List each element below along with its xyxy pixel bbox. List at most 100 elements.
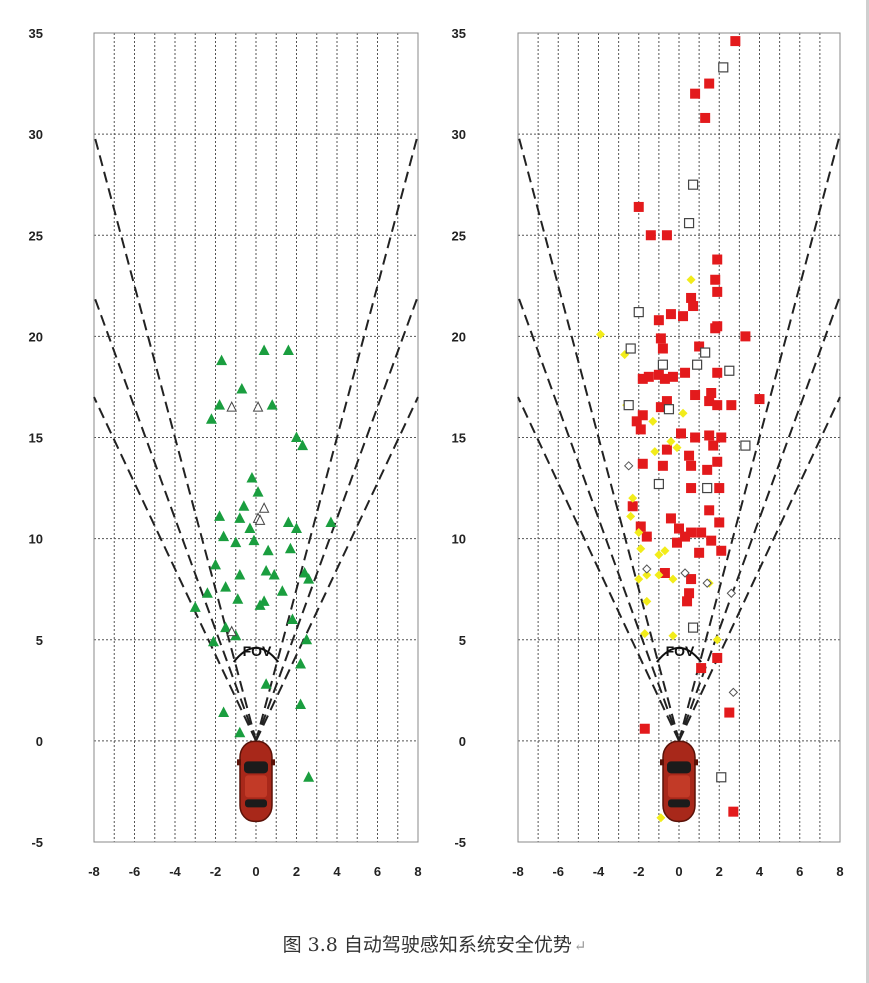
car-roof (668, 775, 690, 798)
data-point-red-square (655, 402, 666, 413)
y-tick-label: 5 (459, 633, 466, 648)
data-point-hollow-square (623, 400, 634, 411)
data-point-red-square (700, 112, 711, 123)
fov-label: FOV (666, 643, 695, 659)
data-point-green-triangle (286, 613, 298, 625)
data-point-red-square (694, 547, 705, 558)
data-point-green-triangle (282, 516, 294, 527)
fov-boundary-line (255, 295, 419, 742)
car-mirror-left (660, 759, 664, 766)
data-point-green-triangle (291, 522, 302, 534)
data-point-green-triangle (246, 471, 258, 483)
data-point-red-square (696, 527, 707, 538)
data-point-yellow-diamond (596, 329, 606, 339)
data-point-green-triangle (214, 399, 226, 410)
data-point-red-square (696, 663, 707, 674)
data-point-yellow-diamond (636, 544, 646, 554)
data-point-yellow-diamond (654, 550, 664, 560)
y-tick-label: 35 (452, 26, 466, 41)
fov-boundary-line (255, 396, 419, 742)
data-point-yellow-diamond (650, 447, 660, 457)
data-point-yellow-diamond (656, 813, 666, 823)
caption-text: 图 3.8 自动驾驶感知系统安全优势 (282, 934, 572, 956)
car-mirror-right (271, 759, 275, 766)
car-mirror-left (237, 759, 241, 766)
data-point-green-triangle (295, 658, 307, 669)
data-point-yellow-diamond (654, 570, 664, 580)
data-point-red-square (688, 301, 699, 312)
data-point-green-triangle (205, 413, 217, 424)
data-point-red-square (639, 723, 650, 734)
y-tick-label: -5 (31, 835, 43, 850)
data-point-yellow-diamond (678, 408, 688, 418)
data-point-hollow-square (683, 218, 695, 229)
y-tick-label: 10 (452, 532, 466, 547)
data-point-green-triangle (303, 771, 315, 782)
data-point-red-square (716, 545, 727, 556)
data-point-red-square (686, 292, 697, 303)
data-point-red-square (684, 588, 695, 599)
data-point-red-square (643, 371, 654, 382)
data-point-yellow-diamond (712, 635, 722, 645)
x-tick-label: 4 (333, 864, 341, 879)
car-rear-window (668, 799, 690, 808)
data-point-green-triangle (236, 382, 248, 394)
data-point-hollow-square (625, 343, 636, 354)
car-icon (660, 740, 698, 823)
data-point-hollow-square (700, 347, 711, 358)
data-point-green-triangle (234, 569, 246, 580)
data-point-red-square (704, 78, 715, 89)
data-point-red-square (724, 707, 735, 718)
data-point-green-triangle (210, 558, 221, 570)
fov-arc (232, 646, 280, 663)
x-tick-label: 8 (414, 864, 421, 879)
data-point-green-triangle (258, 344, 270, 356)
fov-boundary-line (517, 396, 680, 742)
data-point-red-square (754, 394, 765, 405)
x-tick-label: -2 (210, 864, 222, 879)
data-point-red-square (730, 36, 741, 47)
data-point-red-square (667, 371, 678, 382)
data-point-red-square (728, 806, 739, 817)
data-point-red-square (653, 369, 664, 380)
data-point-hollow-square (702, 482, 713, 494)
right-scatter-panel: -5 0 5 10 15 20 25 30 35 -8 -6 -4 -2 0 2 4 6 8 FOV (452, 26, 844, 879)
car-mirror-right (694, 759, 698, 766)
car-icon (237, 740, 275, 823)
data-point-red-square (712, 367, 723, 378)
data-point-red-square (653, 315, 664, 326)
data-point-yellow-diamond (634, 528, 644, 538)
car-windshield (667, 761, 691, 774)
data-point-hollow-triangle (254, 514, 266, 525)
y-tick-label: 15 (452, 431, 466, 446)
y-tick-label: 20 (29, 329, 43, 344)
x-tick-label: 4 (756, 864, 764, 879)
fov-boundary-line (517, 295, 680, 742)
data-point-green-triangle (216, 354, 228, 366)
data-point-hollow-square (633, 307, 644, 318)
fov-boundary-line (678, 396, 841, 742)
data-point-red-square (704, 396, 715, 407)
data-point-red-square (686, 460, 697, 471)
y-tick-label: 0 (36, 734, 43, 749)
fov-boundary-line (93, 396, 257, 742)
data-point-red-square (686, 527, 697, 538)
data-point-green-triangle (276, 585, 288, 596)
car-windshield (244, 761, 268, 774)
x-tick-label: 2 (716, 864, 723, 879)
data-point-red-square (694, 341, 705, 352)
x-tick-label: 0 (675, 864, 682, 879)
x-tick-label: 6 (796, 864, 803, 879)
y-tick-label: 5 (36, 633, 43, 648)
data-point-yellow-diamond (626, 511, 636, 521)
data-point-yellow-diamond (628, 493, 638, 503)
data-point-green-triangle (301, 633, 313, 645)
data-point-green-triangle (303, 573, 315, 584)
data-point-red-square (661, 230, 672, 241)
data-point-red-square (637, 458, 648, 469)
x-tick-label: 0 (252, 864, 259, 879)
data-point-red-square (712, 286, 723, 297)
data-point-yellow-diamond (660, 546, 670, 556)
data-point-red-square (678, 311, 689, 322)
data-point-green-triangle (266, 399, 278, 410)
